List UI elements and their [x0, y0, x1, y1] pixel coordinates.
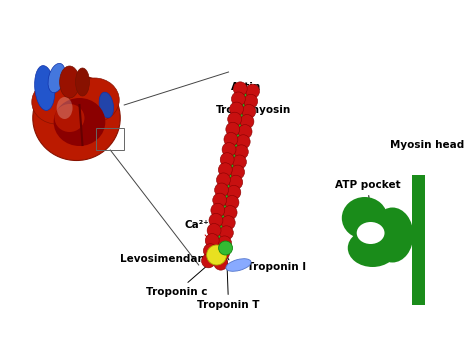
Circle shape [227, 185, 241, 199]
Ellipse shape [70, 78, 119, 122]
Circle shape [217, 173, 230, 187]
Circle shape [215, 183, 228, 197]
Text: Levosimendan: Levosimendan [119, 254, 210, 264]
Ellipse shape [372, 208, 413, 262]
Ellipse shape [226, 259, 251, 271]
Circle shape [244, 94, 258, 108]
Circle shape [235, 145, 248, 159]
Text: Ca²⁺: Ca²⁺ [184, 220, 217, 249]
Circle shape [225, 195, 239, 209]
Circle shape [240, 114, 254, 129]
Ellipse shape [48, 64, 65, 93]
Circle shape [214, 256, 228, 270]
Circle shape [219, 226, 233, 240]
Bar [412, 175, 425, 305]
Circle shape [218, 236, 231, 250]
Ellipse shape [54, 98, 105, 146]
Ellipse shape [33, 75, 120, 161]
Ellipse shape [35, 66, 55, 110]
Circle shape [203, 244, 217, 258]
Text: Troponin c: Troponin c [146, 262, 211, 297]
Text: Actin: Actin [231, 82, 262, 108]
Circle shape [224, 132, 238, 147]
Text: Myosin head: Myosin head [390, 140, 465, 150]
Circle shape [229, 102, 244, 116]
Ellipse shape [99, 92, 114, 118]
Text: ATP pocket: ATP pocket [335, 180, 401, 228]
Ellipse shape [348, 229, 397, 267]
Circle shape [233, 155, 246, 169]
Bar [96, 128, 124, 150]
Text: Troponin T: Troponin T [197, 256, 260, 310]
Circle shape [231, 92, 246, 106]
Circle shape [231, 165, 245, 179]
Circle shape [220, 153, 234, 167]
Circle shape [211, 203, 225, 217]
Circle shape [236, 135, 250, 149]
Ellipse shape [56, 97, 73, 119]
Circle shape [229, 175, 243, 189]
Circle shape [222, 143, 236, 157]
Circle shape [226, 122, 240, 136]
Circle shape [221, 216, 235, 230]
Circle shape [246, 84, 260, 98]
Circle shape [205, 234, 219, 248]
Ellipse shape [55, 104, 84, 132]
Ellipse shape [342, 197, 388, 239]
Circle shape [207, 223, 221, 238]
Circle shape [223, 205, 237, 219]
Ellipse shape [32, 80, 82, 124]
Circle shape [209, 213, 223, 227]
Ellipse shape [357, 222, 384, 244]
Circle shape [242, 104, 256, 118]
Circle shape [216, 246, 229, 260]
Text: Troponin I: Troponin I [244, 261, 306, 272]
Circle shape [233, 82, 247, 96]
Ellipse shape [60, 66, 80, 98]
Ellipse shape [75, 68, 90, 96]
Circle shape [201, 254, 215, 268]
Circle shape [207, 245, 227, 265]
Circle shape [219, 163, 232, 177]
Text: Tropomyosin: Tropomyosin [216, 105, 291, 130]
Circle shape [213, 193, 227, 207]
Circle shape [238, 125, 252, 139]
Circle shape [228, 112, 242, 126]
Circle shape [219, 241, 233, 255]
